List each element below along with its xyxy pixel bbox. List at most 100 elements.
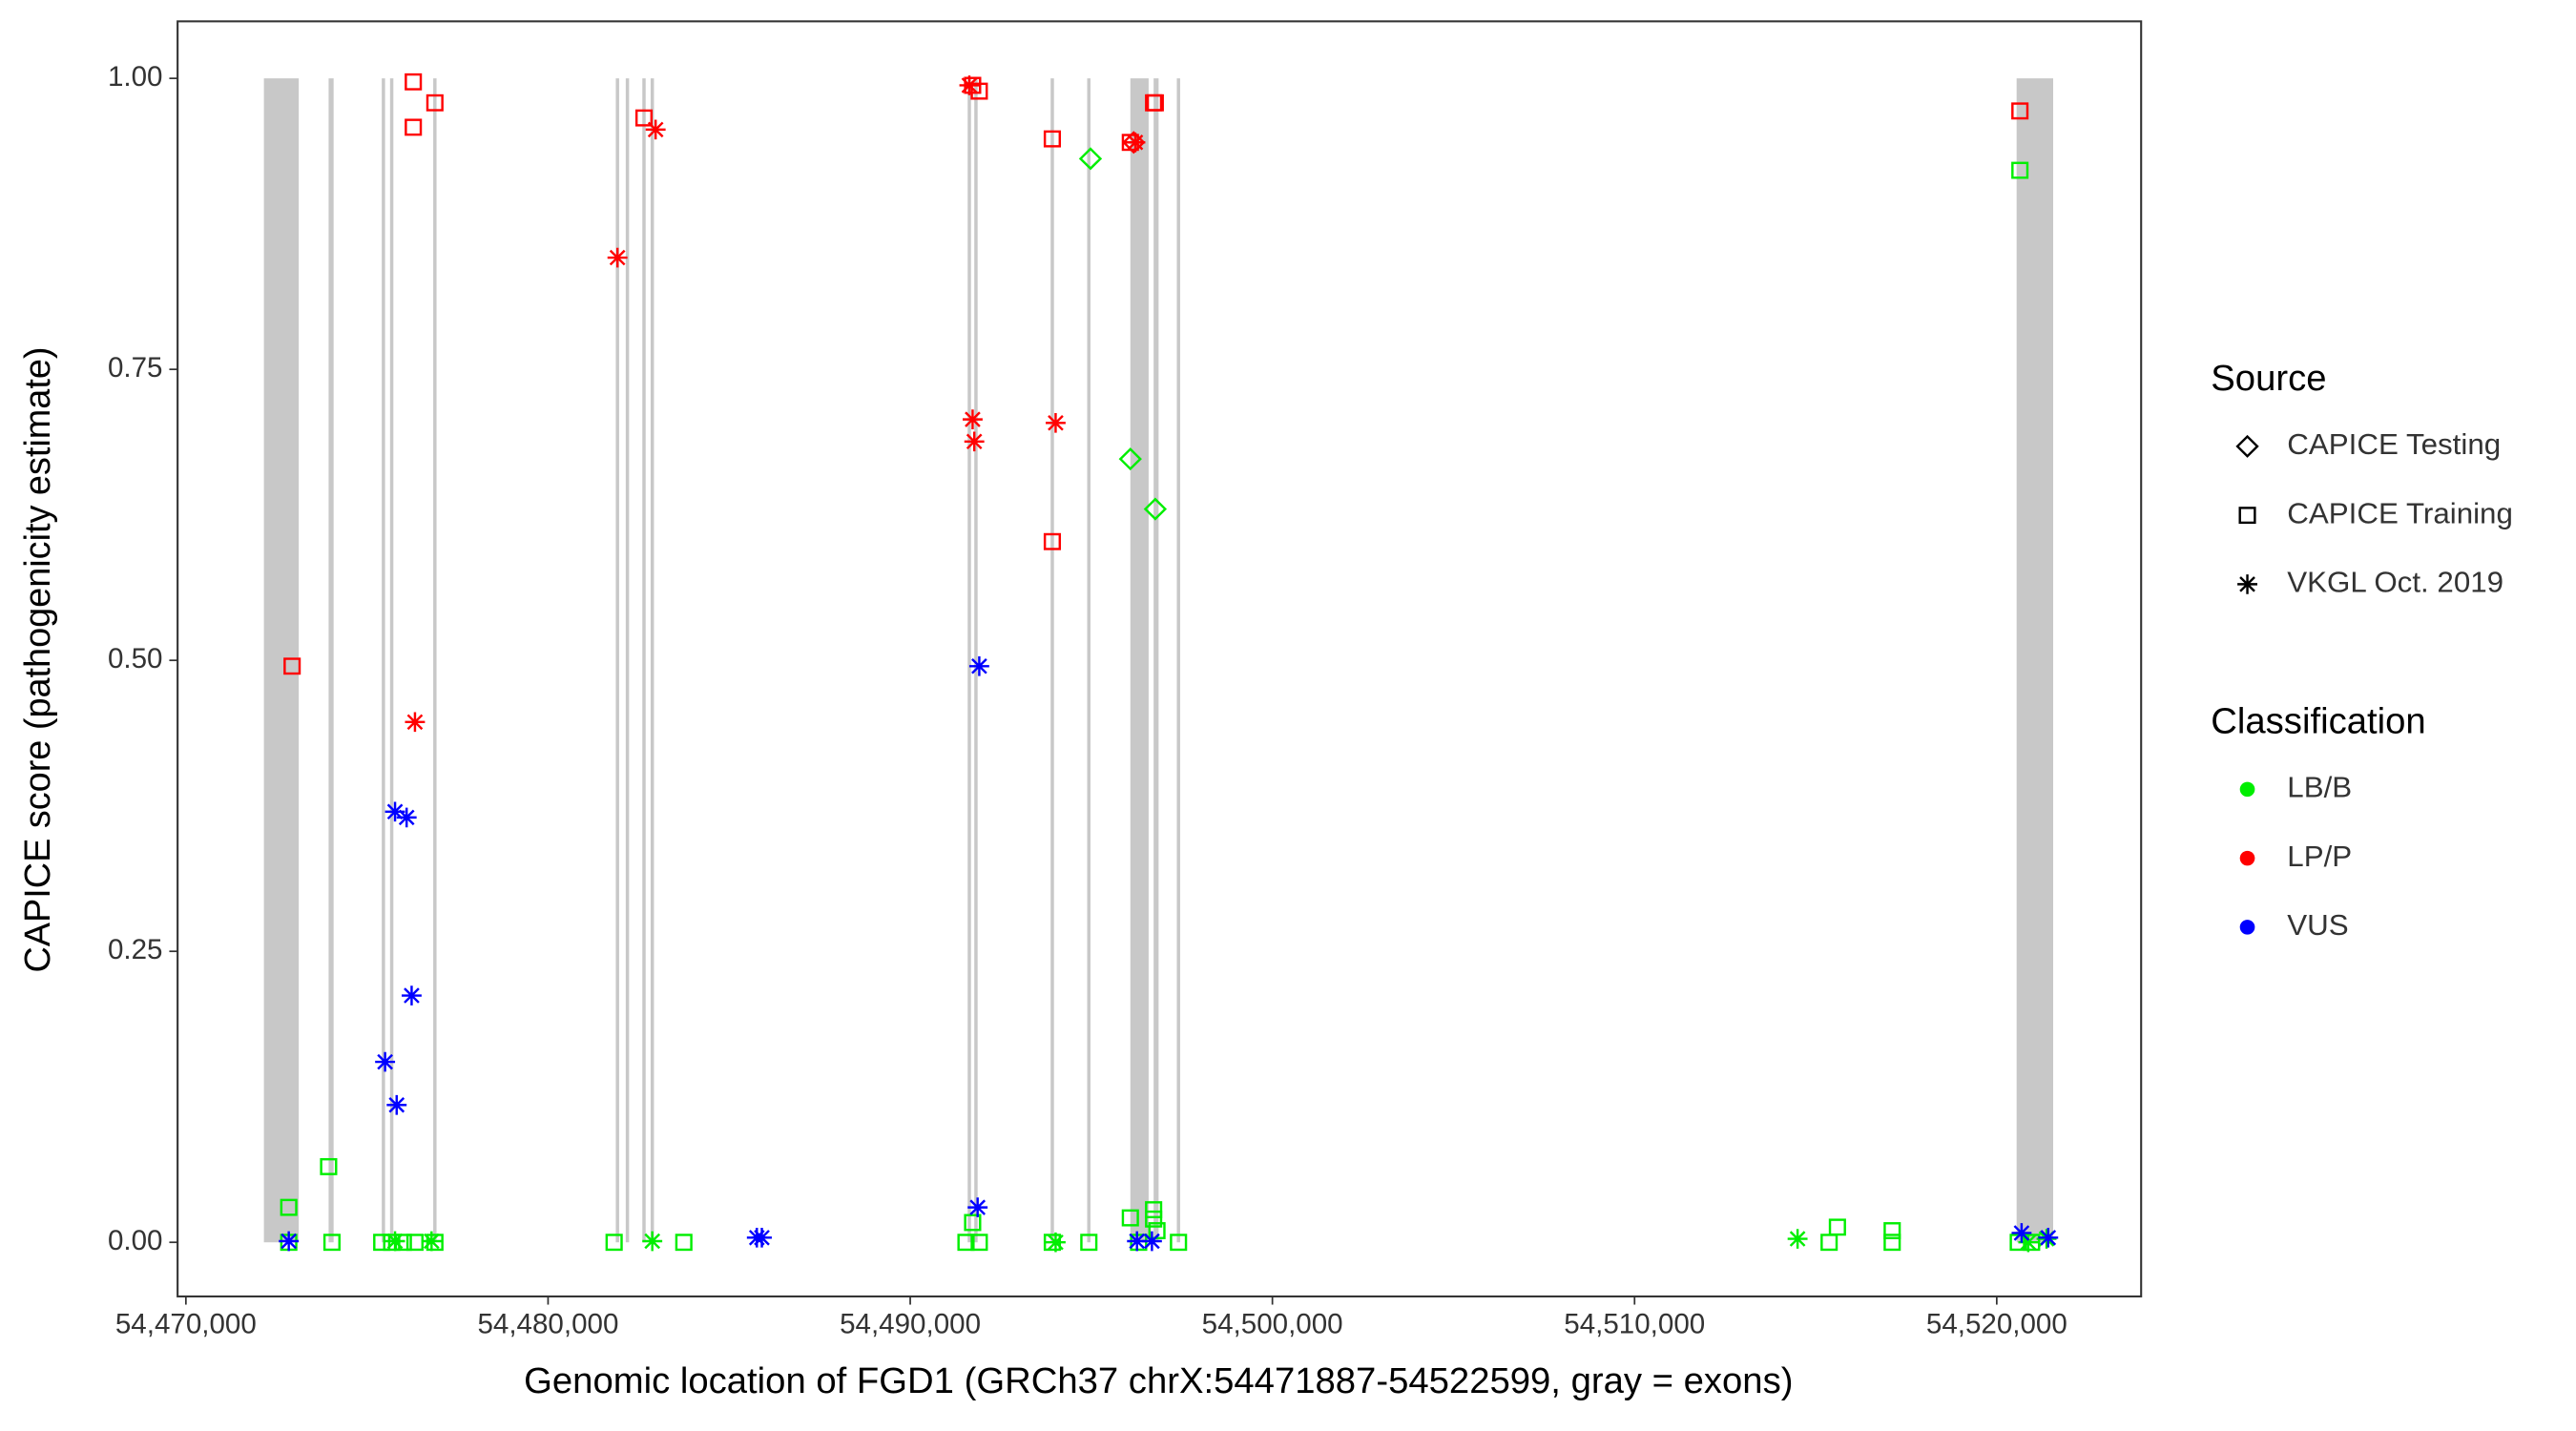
legend-key bbox=[2239, 920, 2255, 935]
point bbox=[607, 247, 628, 268]
exon bbox=[1153, 78, 1159, 1243]
point bbox=[2011, 1223, 2032, 1243]
legend-label: CAPICE Training bbox=[2287, 496, 2513, 529]
point-shape bbox=[405, 1234, 424, 1252]
point bbox=[964, 431, 985, 452]
exon bbox=[2016, 78, 2053, 1243]
point bbox=[279, 1231, 300, 1252]
point bbox=[1146, 93, 1164, 112]
point-shape bbox=[1122, 131, 1146, 155]
point-shape bbox=[1145, 1210, 1163, 1228]
exon bbox=[625, 78, 630, 1243]
point-shape bbox=[1883, 1234, 1901, 1252]
exon bbox=[1087, 78, 1091, 1243]
point bbox=[383, 1234, 401, 1252]
point bbox=[1078, 147, 1103, 171]
point-shape bbox=[322, 1234, 341, 1252]
point bbox=[1170, 1234, 1188, 1252]
exon bbox=[263, 78, 300, 1243]
point-shape bbox=[957, 1234, 975, 1252]
x-tick-label: 54,470,000 bbox=[115, 1309, 257, 1340]
legend-title: Source bbox=[2211, 359, 2326, 399]
point-shape bbox=[1145, 1201, 1163, 1218]
point bbox=[1148, 1222, 1166, 1239]
exon bbox=[1050, 78, 1054, 1243]
y-tick-label: 0.00 bbox=[108, 1225, 163, 1256]
point bbox=[642, 1231, 663, 1252]
point-shape bbox=[1883, 1222, 1901, 1239]
exon bbox=[974, 78, 978, 1243]
point-shape bbox=[1043, 532, 1062, 550]
point bbox=[1046, 412, 1066, 433]
y-tick-label: 0.75 bbox=[108, 352, 163, 384]
point bbox=[675, 1234, 693, 1252]
point-shape bbox=[2018, 1232, 2039, 1253]
point-shape bbox=[968, 655, 989, 676]
point-shape bbox=[959, 75, 980, 95]
y-tick-label: 0.25 bbox=[108, 934, 163, 965]
point-shape bbox=[1046, 1232, 1066, 1253]
point-shape bbox=[2011, 161, 2029, 179]
point bbox=[645, 119, 666, 140]
point bbox=[963, 409, 983, 429]
exon bbox=[1176, 78, 1180, 1243]
point-shape bbox=[967, 1197, 988, 1217]
point bbox=[1122, 131, 1146, 155]
exon bbox=[389, 78, 394, 1243]
point-shape bbox=[964, 431, 985, 452]
point-shape bbox=[1787, 1229, 1808, 1249]
point bbox=[967, 1197, 988, 1217]
point bbox=[1125, 132, 1146, 153]
point-shape bbox=[1046, 412, 1066, 433]
point bbox=[1141, 1231, 1162, 1252]
point-shape bbox=[283, 657, 301, 675]
point-shape bbox=[375, 1051, 396, 1072]
point-shape bbox=[402, 985, 422, 1006]
point bbox=[1043, 130, 1062, 148]
point bbox=[375, 1051, 396, 1072]
point bbox=[752, 1228, 772, 1248]
point-shape bbox=[642, 1231, 663, 1252]
point-shape bbox=[1130, 1234, 1148, 1252]
x-tick-label: 54,510,000 bbox=[1564, 1309, 1705, 1340]
point bbox=[322, 1234, 341, 1252]
point bbox=[1121, 1209, 1139, 1227]
exon bbox=[328, 78, 334, 1243]
x-tick-label: 54,480,000 bbox=[477, 1309, 618, 1340]
point-shape bbox=[634, 109, 654, 127]
point bbox=[426, 1234, 444, 1252]
point-shape bbox=[1141, 1231, 1162, 1252]
point bbox=[402, 985, 422, 1006]
point-shape bbox=[1143, 497, 1168, 521]
point bbox=[405, 712, 426, 733]
point-shape bbox=[373, 1234, 391, 1252]
point bbox=[386, 1094, 407, 1115]
point-shape bbox=[1828, 1218, 1846, 1236]
exon bbox=[1130, 78, 1149, 1243]
y-tick-label: 0.50 bbox=[108, 643, 163, 674]
point bbox=[396, 807, 417, 828]
point bbox=[968, 655, 989, 676]
point-shape bbox=[970, 82, 988, 100]
point bbox=[634, 109, 654, 127]
point bbox=[1883, 1222, 1901, 1239]
point bbox=[1143, 497, 1168, 521]
point bbox=[1145, 1210, 1163, 1228]
point-shape bbox=[280, 1198, 298, 1216]
point bbox=[373, 1234, 391, 1252]
point-shape bbox=[320, 1157, 338, 1175]
point-shape bbox=[396, 807, 417, 828]
legend-label: LP/P bbox=[2287, 840, 2352, 873]
point-shape bbox=[383, 1234, 401, 1252]
point bbox=[1043, 532, 1062, 550]
exon bbox=[642, 78, 646, 1243]
legend-key bbox=[2239, 850, 2255, 866]
point bbox=[2237, 574, 2257, 594]
point bbox=[405, 1234, 424, 1252]
point-shape bbox=[645, 119, 666, 140]
legend-key bbox=[2239, 781, 2255, 798]
point bbox=[384, 1231, 405, 1252]
y-axis-label: CAPICE score (pathogenicity estimate) bbox=[18, 347, 58, 973]
plot-border bbox=[177, 20, 2143, 1297]
